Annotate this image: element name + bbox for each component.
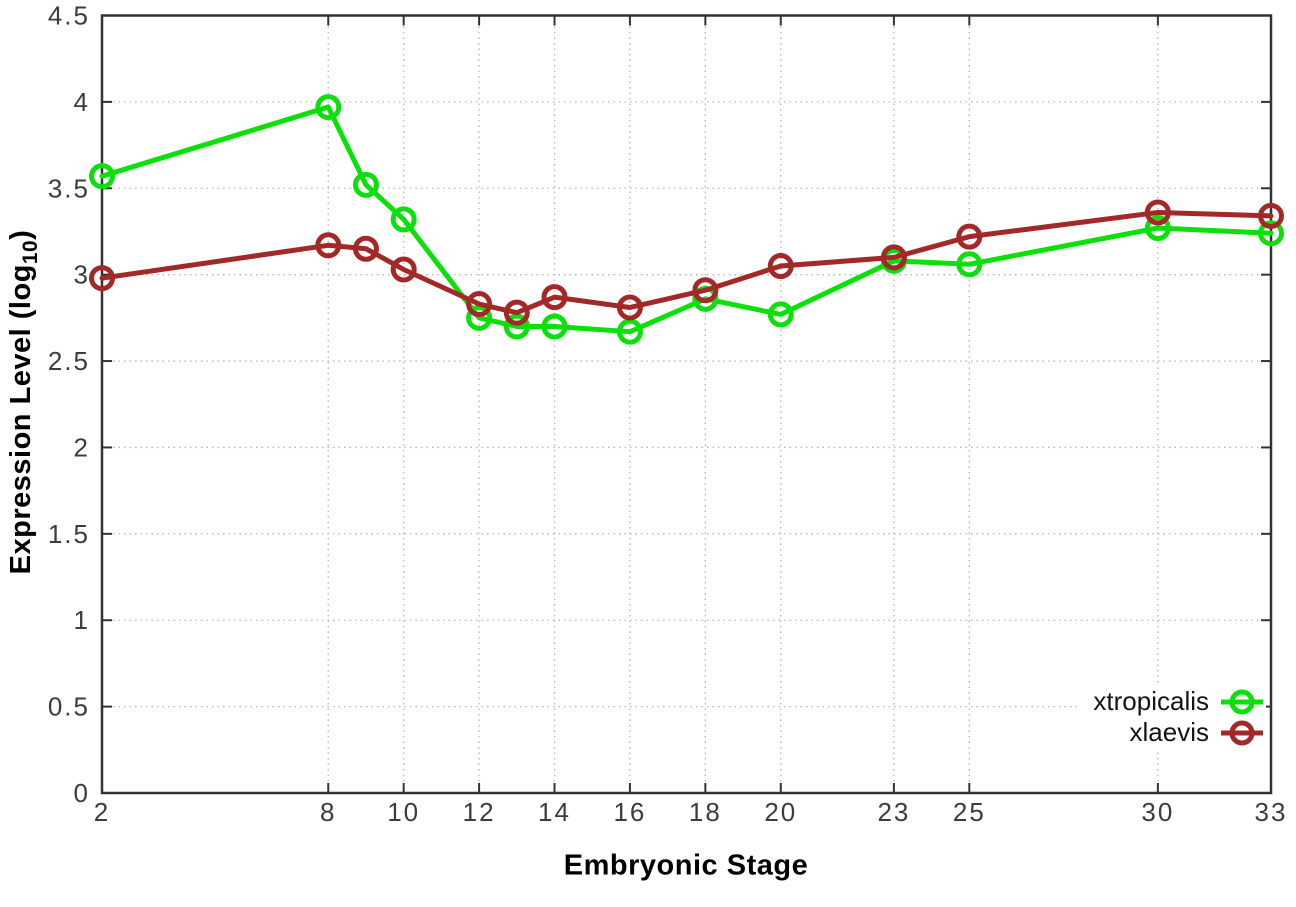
y-tick-label: 4 <box>74 87 90 117</box>
xtropicalis-data-point <box>956 251 983 278</box>
x-tick-label: 30 <box>1141 797 1174 827</box>
xtropicalis-data-point <box>1258 220 1284 247</box>
legend-item-xtropicalis: xtropicalis <box>1093 686 1264 717</box>
xtropicalis-data-point <box>541 313 568 340</box>
x-tick-label: 23 <box>877 797 910 827</box>
legend-label-xlaevis: xlaevis <box>1129 717 1209 747</box>
x-tick-label: 14 <box>538 797 571 827</box>
x-tick-label: 8 <box>320 797 336 827</box>
x-axis-title: Embryonic Stage <box>563 849 809 882</box>
y-tick-label: 3.5 <box>48 173 90 203</box>
x-tick-label: 18 <box>689 797 722 827</box>
x-tick-label: 10 <box>387 797 420 827</box>
y-tick-label: 3 <box>74 260 90 290</box>
xlaevis-data-point <box>503 299 530 326</box>
legend-item-xlaevis: xlaevis <box>1093 717 1264 748</box>
xtropicalis-data-point <box>390 206 417 233</box>
y-axis-title-subscript: 10 <box>18 239 42 265</box>
xlaevis-data-point <box>880 244 907 271</box>
y-axis-title-text: Expression Level (log <box>5 264 38 575</box>
legend: xtropicalis xlaevis <box>1077 685 1266 749</box>
x-tick-label: 2 <box>94 797 110 827</box>
xtropicalis-data-point <box>503 313 530 340</box>
xtropicalis-data-point <box>466 304 493 331</box>
xtropicalis-data-point <box>315 94 342 121</box>
y-tick-labels: 0 0.5 1 1.5 2 2.5 3 3.5 4 4.5 <box>48 1 90 809</box>
xlaevis-data-point <box>541 284 568 311</box>
y-axis-title-close: ) <box>5 229 38 240</box>
y-axis-title: Expression Level (log10) <box>5 230 43 575</box>
legend-label-xtropicalis: xtropicalis <box>1093 686 1209 716</box>
plot-border <box>100 14 1273 795</box>
xlaevis-data-point <box>390 256 417 283</box>
x-tick-label: 12 <box>463 797 496 827</box>
xlaevis-data-point <box>956 223 983 250</box>
xlaevis-data-point <box>466 291 493 318</box>
xlaevis-data-point <box>315 232 342 259</box>
xlaevis-data-point <box>352 235 379 262</box>
xtropicalis-line-marker-icon <box>1221 689 1263 714</box>
xtropicalis-data-point <box>616 318 643 345</box>
xtropicalis-data-point <box>352 171 379 198</box>
xtropicalis-data-point <box>1144 215 1171 242</box>
xlaevis-line-marker-icon <box>1221 720 1263 745</box>
y-tick-label: 2.5 <box>48 346 90 376</box>
xlaevis-data-point <box>616 294 643 321</box>
y-tick-label: 0.5 <box>48 692 90 722</box>
x-tick-label: 16 <box>613 797 646 827</box>
x-tick-label: 33 <box>1255 797 1288 827</box>
xlaevis-data-point <box>1144 199 1171 226</box>
y-tick-label: 1.5 <box>48 519 90 549</box>
x-tick-labels: 2 8 10 12 14 16 18 20 23 25 30 33 <box>94 797 1288 827</box>
y-tick-label: 2 <box>74 432 90 462</box>
series-xlaevis-line <box>99 209 1274 316</box>
x-tick-label: 25 <box>953 797 986 827</box>
y-tick-label: 1 <box>74 605 90 635</box>
y-tick-label: 0 <box>74 778 90 808</box>
axis-ticks <box>101 14 1272 794</box>
xtropicalis-data-point <box>89 163 115 190</box>
series-xlaevis-markers <box>89 199 1284 326</box>
xlaevis-data-point <box>692 277 719 304</box>
xlaevis-data-point <box>767 253 794 280</box>
y-tick-label: 4.5 <box>48 1 90 31</box>
grid-lines <box>101 14 1272 794</box>
xtropicalis-data-point <box>767 301 794 328</box>
series-xtropicalis-markers <box>89 94 1284 345</box>
xlaevis-data-point <box>89 265 115 292</box>
x-tick-label: 20 <box>764 797 797 827</box>
xlaevis-data-point <box>1258 202 1284 229</box>
